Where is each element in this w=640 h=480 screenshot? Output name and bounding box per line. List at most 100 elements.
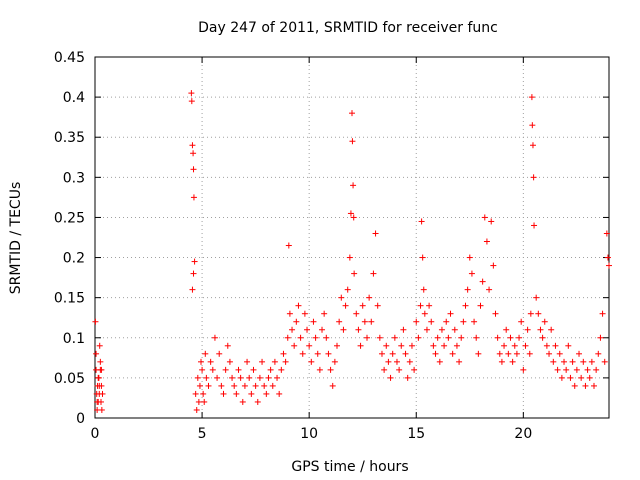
data-point (561, 358, 568, 365)
data-point (316, 366, 323, 373)
data-point (441, 342, 448, 349)
data-point (92, 318, 99, 325)
data-point (340, 326, 347, 333)
chart-title: Day 247 of 2011, SRMTID for receiver fun… (198, 20, 498, 36)
data-point (383, 342, 390, 349)
data-point (237, 374, 244, 381)
data-point (400, 326, 407, 333)
data-point (233, 390, 240, 397)
data-point (449, 350, 456, 357)
data-point (494, 334, 501, 341)
y-axis-label: SRMTID / TECUs (8, 182, 24, 295)
x-tick-label: 15 (407, 426, 425, 442)
data-point (462, 302, 469, 309)
data-point (464, 286, 471, 293)
data-point (528, 94, 535, 101)
data-point (241, 382, 248, 389)
data-point (321, 310, 328, 317)
data-point (353, 310, 360, 317)
data-point (597, 334, 604, 341)
y-tick-label: 0.4 (63, 90, 85, 106)
data-point (389, 350, 396, 357)
data-point (588, 358, 595, 365)
data-point (96, 382, 103, 389)
data-point (458, 334, 465, 341)
data-point (265, 374, 272, 381)
data-point (443, 318, 450, 325)
data-point (492, 310, 499, 317)
data-point (434, 334, 441, 341)
data-point (207, 358, 214, 365)
data-point (349, 138, 356, 145)
data-point (411, 366, 418, 373)
data-point (231, 382, 238, 389)
data-point (229, 374, 236, 381)
y-tick-label: 0.05 (54, 371, 85, 387)
data-point (527, 310, 534, 317)
data-point (563, 366, 570, 373)
data-point (473, 334, 480, 341)
data-point (406, 358, 413, 365)
data-point (297, 334, 304, 341)
data-point (211, 334, 218, 341)
x-tick-label: 0 (91, 426, 100, 442)
data-point (582, 382, 589, 389)
data-point (304, 326, 311, 333)
data-point (190, 166, 197, 173)
data-point (513, 350, 520, 357)
data-point (280, 350, 287, 357)
y-tick-label: 0 (76, 411, 85, 427)
data-point (505, 350, 512, 357)
data-point (269, 382, 276, 389)
data-point (291, 342, 298, 349)
data-point (195, 398, 202, 405)
data-point (209, 366, 216, 373)
data-point (306, 342, 313, 349)
data-point (361, 318, 368, 325)
data-point (541, 318, 548, 325)
data-point (350, 214, 357, 221)
x-tick-label: 20 (514, 426, 532, 442)
data-point (426, 302, 433, 309)
data-point (188, 98, 195, 105)
data-point (490, 262, 497, 269)
data-point (558, 374, 565, 381)
data-point (530, 174, 537, 181)
data-point (222, 366, 229, 373)
data-point (488, 218, 495, 225)
data-point (327, 366, 334, 373)
data-point (346, 254, 353, 261)
data-point (415, 334, 422, 341)
data-point (190, 150, 197, 157)
data-point (201, 398, 208, 405)
data-point (453, 342, 460, 349)
data-point (372, 230, 379, 237)
data-point (436, 358, 443, 365)
data-point (189, 142, 196, 149)
data-point (199, 366, 206, 373)
x-tick-label: 10 (300, 426, 318, 442)
data-point (507, 334, 514, 341)
data-point (363, 334, 370, 341)
data-point (310, 318, 317, 325)
data-point (417, 302, 424, 309)
data-point (428, 318, 435, 325)
data-point (254, 398, 261, 405)
data-point (471, 318, 478, 325)
data-point (329, 382, 336, 389)
data-point (246, 374, 253, 381)
data-point (477, 302, 484, 309)
data-point (289, 326, 296, 333)
data-points (92, 90, 612, 413)
y-tick-label: 0.15 (54, 291, 85, 307)
data-point (355, 326, 362, 333)
data-point (535, 310, 542, 317)
data-point (98, 406, 105, 413)
data-point (511, 342, 518, 349)
data-point (404, 374, 411, 381)
data-point (98, 366, 105, 373)
data-point (398, 342, 405, 349)
data-point (359, 302, 366, 309)
data-point (286, 310, 293, 317)
